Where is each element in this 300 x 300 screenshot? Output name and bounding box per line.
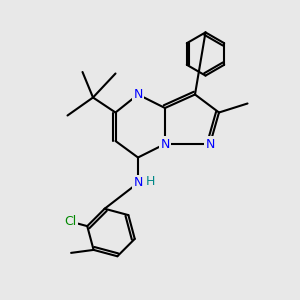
Text: N: N xyxy=(160,137,170,151)
Text: N: N xyxy=(205,137,215,151)
Text: H: H xyxy=(145,175,155,188)
Text: Cl: Cl xyxy=(64,215,77,228)
Text: N: N xyxy=(133,176,143,190)
Text: N: N xyxy=(133,88,143,101)
